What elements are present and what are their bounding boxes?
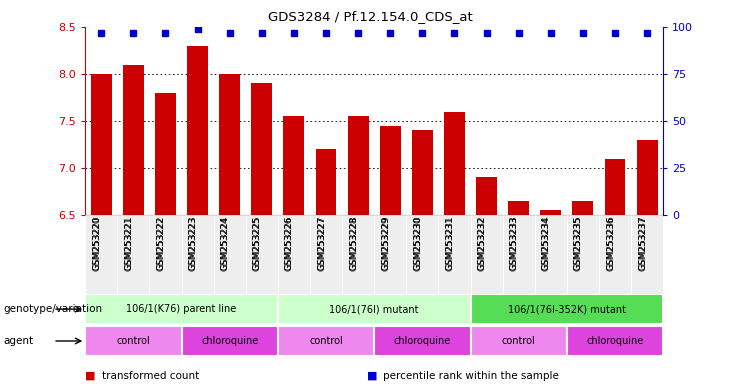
Text: GSM253235: GSM253235 [574,215,583,270]
Bar [476,177,497,215]
Bar [219,74,240,215]
Text: GSM253221: GSM253221 [124,215,133,270]
Text: GSM253220: GSM253220 [93,215,102,270]
Bar [117,215,150,294]
Bar [444,112,465,215]
Text: GSM253226: GSM253226 [285,215,294,270]
Text: GSM253230: GSM253230 [413,217,422,271]
Bar [246,215,278,294]
Bar [278,326,374,356]
Bar [85,215,117,294]
Text: percentile rank within the sample: percentile rank within the sample [383,371,559,381]
Text: GSM253237: GSM253237 [638,217,647,271]
Bar [471,326,567,356]
Text: control: control [116,336,150,346]
Bar [567,326,663,356]
Text: GSM253235: GSM253235 [574,217,583,271]
Bar [631,215,663,294]
Text: GSM253225: GSM253225 [253,215,262,270]
Text: GSM253232: GSM253232 [478,217,487,271]
Text: GSM253224: GSM253224 [221,217,230,271]
Text: GSM253233: GSM253233 [510,217,519,271]
Bar [85,295,278,324]
Bar [213,215,246,294]
Bar [412,130,433,215]
Text: GSM253222: GSM253222 [156,217,165,271]
Text: GSM253236: GSM253236 [606,215,615,270]
Text: GSM253220: GSM253220 [93,217,102,271]
Bar [155,93,176,215]
Bar [251,83,272,215]
Text: GSM253227: GSM253227 [317,215,326,270]
Bar [342,215,374,294]
Bar [471,215,502,294]
Text: GSM253229: GSM253229 [382,215,391,270]
Bar [471,295,663,324]
Text: GSM253221: GSM253221 [124,217,133,271]
Text: GSM253229: GSM253229 [382,217,391,271]
Bar [439,215,471,294]
Text: GDS3284 / Pf.12.154.0_CDS_at: GDS3284 / Pf.12.154.0_CDS_at [268,10,473,23]
Bar [573,201,594,215]
Bar [508,201,529,215]
Text: GSM253223: GSM253223 [189,215,198,270]
Text: GSM253224: GSM253224 [221,215,230,270]
Bar [278,215,310,294]
Text: control: control [502,336,536,346]
Bar [123,65,144,215]
Text: GSM253231: GSM253231 [445,215,454,270]
Bar [380,126,401,215]
Bar [567,215,599,294]
Text: GSM253234: GSM253234 [542,217,551,271]
Text: 106/1(76I) mutant: 106/1(76I) mutant [330,304,419,314]
Text: GSM253237: GSM253237 [638,215,647,270]
Text: chloroquine: chloroquine [393,336,451,346]
Text: ■: ■ [85,371,96,381]
Text: transformed count: transformed count [102,371,199,381]
Bar [182,326,278,356]
Text: GSM253231: GSM253231 [445,217,454,271]
Text: agent: agent [4,336,34,346]
Bar [182,215,213,294]
Text: 106/1(76I-352K) mutant: 106/1(76I-352K) mutant [508,304,626,314]
Bar [406,215,439,294]
Text: GSM253233: GSM253233 [510,215,519,270]
Text: chloroquine: chloroquine [586,336,644,346]
Bar [605,159,625,215]
Bar [637,140,657,215]
Bar [278,295,471,324]
Bar [535,215,567,294]
Text: chloroquine: chloroquine [201,336,259,346]
Bar [316,149,336,215]
Text: GSM253223: GSM253223 [189,217,198,271]
Text: GSM253230: GSM253230 [413,215,422,270]
Text: GSM253225: GSM253225 [253,217,262,271]
Bar [348,116,368,215]
Text: control: control [309,336,343,346]
Bar [91,74,112,215]
Bar [599,215,631,294]
Bar [374,215,406,294]
Bar [310,215,342,294]
Text: ■: ■ [367,371,377,381]
Text: GSM253226: GSM253226 [285,217,294,271]
Text: GSM253227: GSM253227 [317,217,326,271]
Text: GSM253228: GSM253228 [349,217,358,271]
Text: GSM253228: GSM253228 [349,215,358,270]
Bar [540,210,561,215]
Bar [502,215,535,294]
Bar [284,116,305,215]
Text: 106/1(K76) parent line: 106/1(K76) parent line [127,304,236,314]
Bar [85,326,182,356]
Text: GSM253222: GSM253222 [156,215,165,270]
Text: GSM253236: GSM253236 [606,217,615,271]
Text: GSM253232: GSM253232 [478,215,487,270]
Text: GSM253234: GSM253234 [542,215,551,270]
Bar [187,46,208,215]
Bar [150,215,182,294]
Text: genotype/variation: genotype/variation [4,304,103,314]
Bar [374,326,471,356]
